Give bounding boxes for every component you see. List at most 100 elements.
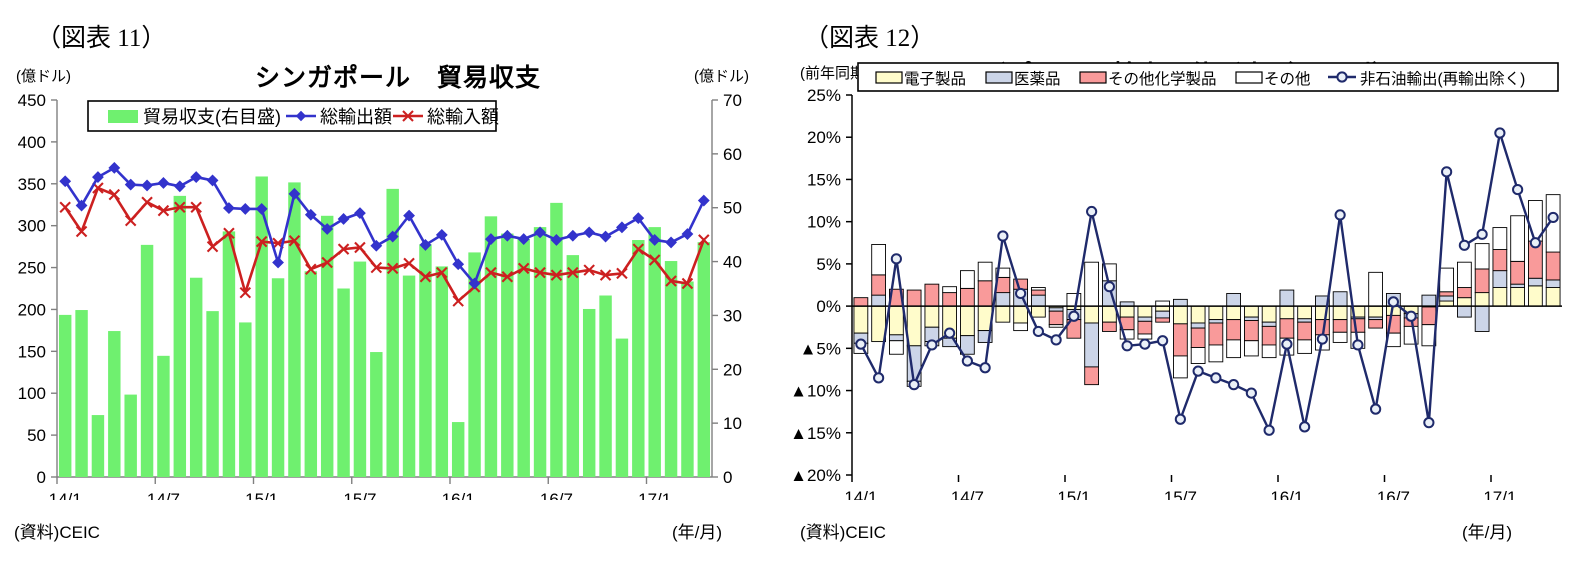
stack-segment bbox=[1545, 287, 1561, 307]
svg-text:14/1: 14/1 bbox=[49, 490, 82, 500]
marker bbox=[92, 171, 104, 183]
svg-text:15%: 15% bbox=[807, 170, 841, 189]
marker bbox=[1547, 211, 1559, 224]
svg-text:100: 100 bbox=[18, 384, 46, 403]
marker bbox=[567, 266, 579, 279]
marker bbox=[698, 234, 710, 246]
stack-segment bbox=[977, 280, 993, 307]
bar bbox=[501, 233, 514, 477]
marker bbox=[944, 327, 956, 339]
stack-segment bbox=[995, 292, 1011, 307]
trade-balance-chart-svg: 0 50 100 150 200 250 300 350 400 450 0 10 20 30 40 50 60… bbox=[18, 91, 742, 500]
marker bbox=[124, 214, 137, 227]
svg-text:非石油輸出(再輸出除く): 非石油輸出(再輸出除く) bbox=[1360, 70, 1525, 88]
stack-segment bbox=[889, 340, 904, 355]
marker bbox=[616, 267, 628, 280]
marker bbox=[1494, 127, 1506, 139]
marker bbox=[1316, 333, 1328, 345]
bar bbox=[157, 355, 170, 477]
marker bbox=[534, 226, 546, 239]
stack-segment bbox=[1368, 305, 1383, 318]
bar bbox=[419, 244, 432, 477]
stack-segment bbox=[1084, 261, 1099, 307]
marker bbox=[1299, 421, 1311, 433]
marker bbox=[1086, 205, 1098, 218]
marker bbox=[75, 199, 88, 212]
marker bbox=[141, 196, 153, 208]
stack-segment bbox=[1226, 305, 1241, 321]
marker bbox=[501, 271, 514, 283]
marker bbox=[616, 221, 628, 234]
svg-text:350: 350 bbox=[18, 175, 46, 194]
stack-segment bbox=[1208, 305, 1224, 321]
marker bbox=[435, 228, 448, 241]
svg-text:150: 150 bbox=[18, 342, 46, 361]
stack-segment bbox=[1244, 305, 1259, 318]
stack-segment bbox=[1279, 305, 1295, 320]
bar bbox=[288, 182, 301, 477]
marker bbox=[403, 257, 415, 270]
bar bbox=[370, 352, 383, 477]
stack-segment bbox=[1439, 291, 1454, 297]
stack-segment bbox=[1084, 366, 1099, 386]
stack-segment bbox=[1368, 271, 1383, 307]
trade-balance-bars bbox=[58, 176, 711, 478]
stack-segment bbox=[1031, 294, 1046, 307]
marker bbox=[305, 263, 317, 275]
stack-segment bbox=[1173, 298, 1188, 307]
marker bbox=[517, 262, 530, 275]
left-axis-unit-label: (億ドル) bbox=[16, 68, 71, 85]
stack-segment bbox=[1492, 249, 1508, 272]
marker bbox=[534, 266, 546, 279]
bar bbox=[599, 295, 612, 477]
stack-segment bbox=[1279, 318, 1295, 339]
bar bbox=[320, 215, 334, 478]
stack-segment bbox=[960, 335, 975, 355]
stack-segment bbox=[1474, 305, 1490, 332]
stack-segment bbox=[1048, 310, 1064, 326]
stack-segment bbox=[1492, 287, 1508, 307]
export-growth-stacked-bars bbox=[853, 194, 1561, 387]
stack-segment bbox=[960, 287, 975, 307]
stack-segment bbox=[871, 294, 886, 307]
marker bbox=[436, 266, 448, 279]
marker bbox=[223, 227, 235, 239]
svg-text:0: 0 bbox=[723, 468, 732, 487]
marker bbox=[890, 253, 902, 265]
svg-text:▲5%: ▲5% bbox=[800, 339, 841, 358]
export-growth-chart-svg: ▲20% ▲15% ▲10% ▲5% 0% 5% 10% 15% 20% 25% 14/1 14/7 1… bbox=[790, 62, 1562, 500]
stack-segment bbox=[1137, 305, 1153, 318]
marker bbox=[1334, 209, 1346, 221]
stack-segment bbox=[1457, 287, 1472, 299]
svg-text:医薬品: 医薬品 bbox=[1014, 70, 1061, 88]
source-label-left: (資料)CEIC bbox=[14, 523, 100, 542]
svg-text:10%: 10% bbox=[807, 213, 841, 232]
figure-label-11: （図表 11） bbox=[36, 25, 167, 52]
bar bbox=[582, 308, 596, 477]
stack-segment bbox=[1510, 287, 1525, 307]
svg-text:貿易収支(右目盛): 貿易収支(右目盛) bbox=[143, 107, 281, 127]
stack-segment bbox=[871, 244, 886, 276]
stack-segment bbox=[1439, 267, 1454, 293]
marker bbox=[1032, 325, 1044, 338]
stack-segment bbox=[1208, 322, 1224, 346]
marker bbox=[1157, 335, 1169, 347]
svg-text:16/7: 16/7 bbox=[540, 490, 573, 500]
stack-segment bbox=[1031, 305, 1046, 318]
marker bbox=[386, 230, 399, 243]
marker bbox=[1441, 166, 1453, 178]
marker bbox=[223, 202, 235, 214]
x-axis-unit-left: (年/月) bbox=[672, 523, 723, 542]
stack-segment bbox=[1332, 305, 1348, 321]
legend-swatch bbox=[1235, 71, 1263, 84]
marker bbox=[501, 229, 514, 242]
stack-segment bbox=[1137, 316, 1153, 322]
stack-segment bbox=[906, 305, 922, 347]
marker bbox=[468, 277, 481, 290]
stack-segment bbox=[1457, 305, 1472, 318]
marker bbox=[599, 230, 612, 243]
stack-segment bbox=[1173, 355, 1188, 379]
bar bbox=[468, 252, 481, 477]
marker bbox=[1174, 413, 1186, 425]
legend-swatch bbox=[985, 71, 1013, 84]
